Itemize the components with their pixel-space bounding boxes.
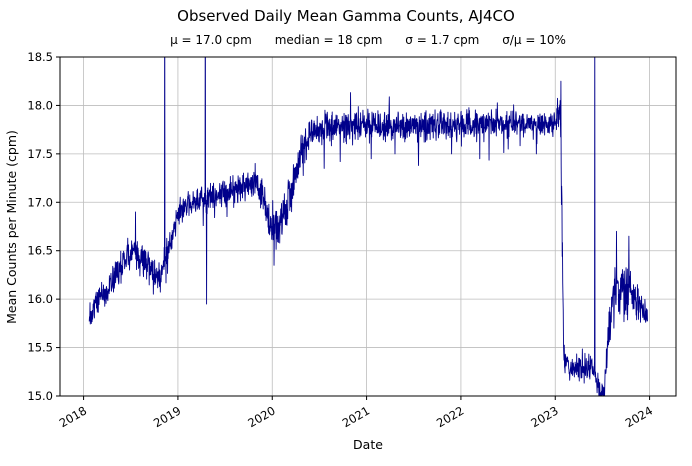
y-axis-label: Mean Counts per Minute (cpm)	[4, 130, 19, 324]
x-tick-label: 2024	[623, 403, 655, 430]
y-tick-label: 18.0	[27, 98, 53, 112]
x-tick-label: 2019	[151, 403, 183, 430]
axes-box	[59, 56, 677, 397]
y-tick-label: 16.0	[27, 292, 53, 306]
x-tick-label: 2022	[434, 403, 466, 430]
y-tick-label: 17.5	[27, 147, 53, 161]
grid	[60, 56, 676, 397]
chart-title: Observed Daily Mean Gamma Counts, AJ4CO	[177, 7, 515, 25]
axes	[59, 56, 677, 397]
y-tick-label: 15.0	[27, 389, 53, 403]
x-tick-label: 2021	[340, 403, 372, 430]
x-axis-label: Date	[353, 437, 383, 452]
y-tick-label: 16.5	[27, 244, 53, 258]
x-tick-label: 2023	[528, 403, 560, 430]
series-line	[88, 57, 648, 396]
y-tick-label: 17.0	[27, 195, 53, 209]
x-tick-label: 2018	[57, 403, 89, 430]
x-tick-label: 2020	[245, 403, 277, 430]
y-tick-label: 18.5	[27, 50, 53, 64]
y-tick-label: 15.5	[27, 341, 53, 355]
chart-subtitle-stats: μ = 17.0 cpm median = 18 cpm σ = 1.7 cpm…	[170, 33, 566, 47]
series	[88, 57, 648, 396]
